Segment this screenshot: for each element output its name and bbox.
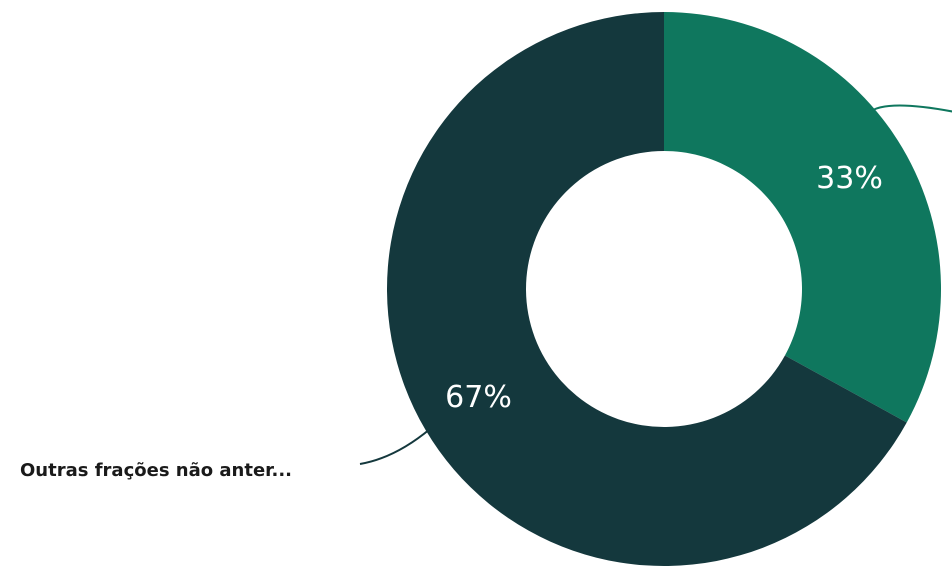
donut-slice-0 bbox=[664, 12, 941, 422]
slice-value-label-0: 33% bbox=[816, 161, 883, 196]
slice-category-label-1: Outras frações não anter... bbox=[20, 460, 292, 481]
leader-line-1 bbox=[360, 429, 430, 464]
slice-value-label-1: 67% bbox=[445, 380, 512, 415]
donut-slices bbox=[387, 12, 941, 566]
leader-line-0 bbox=[873, 105, 952, 112]
